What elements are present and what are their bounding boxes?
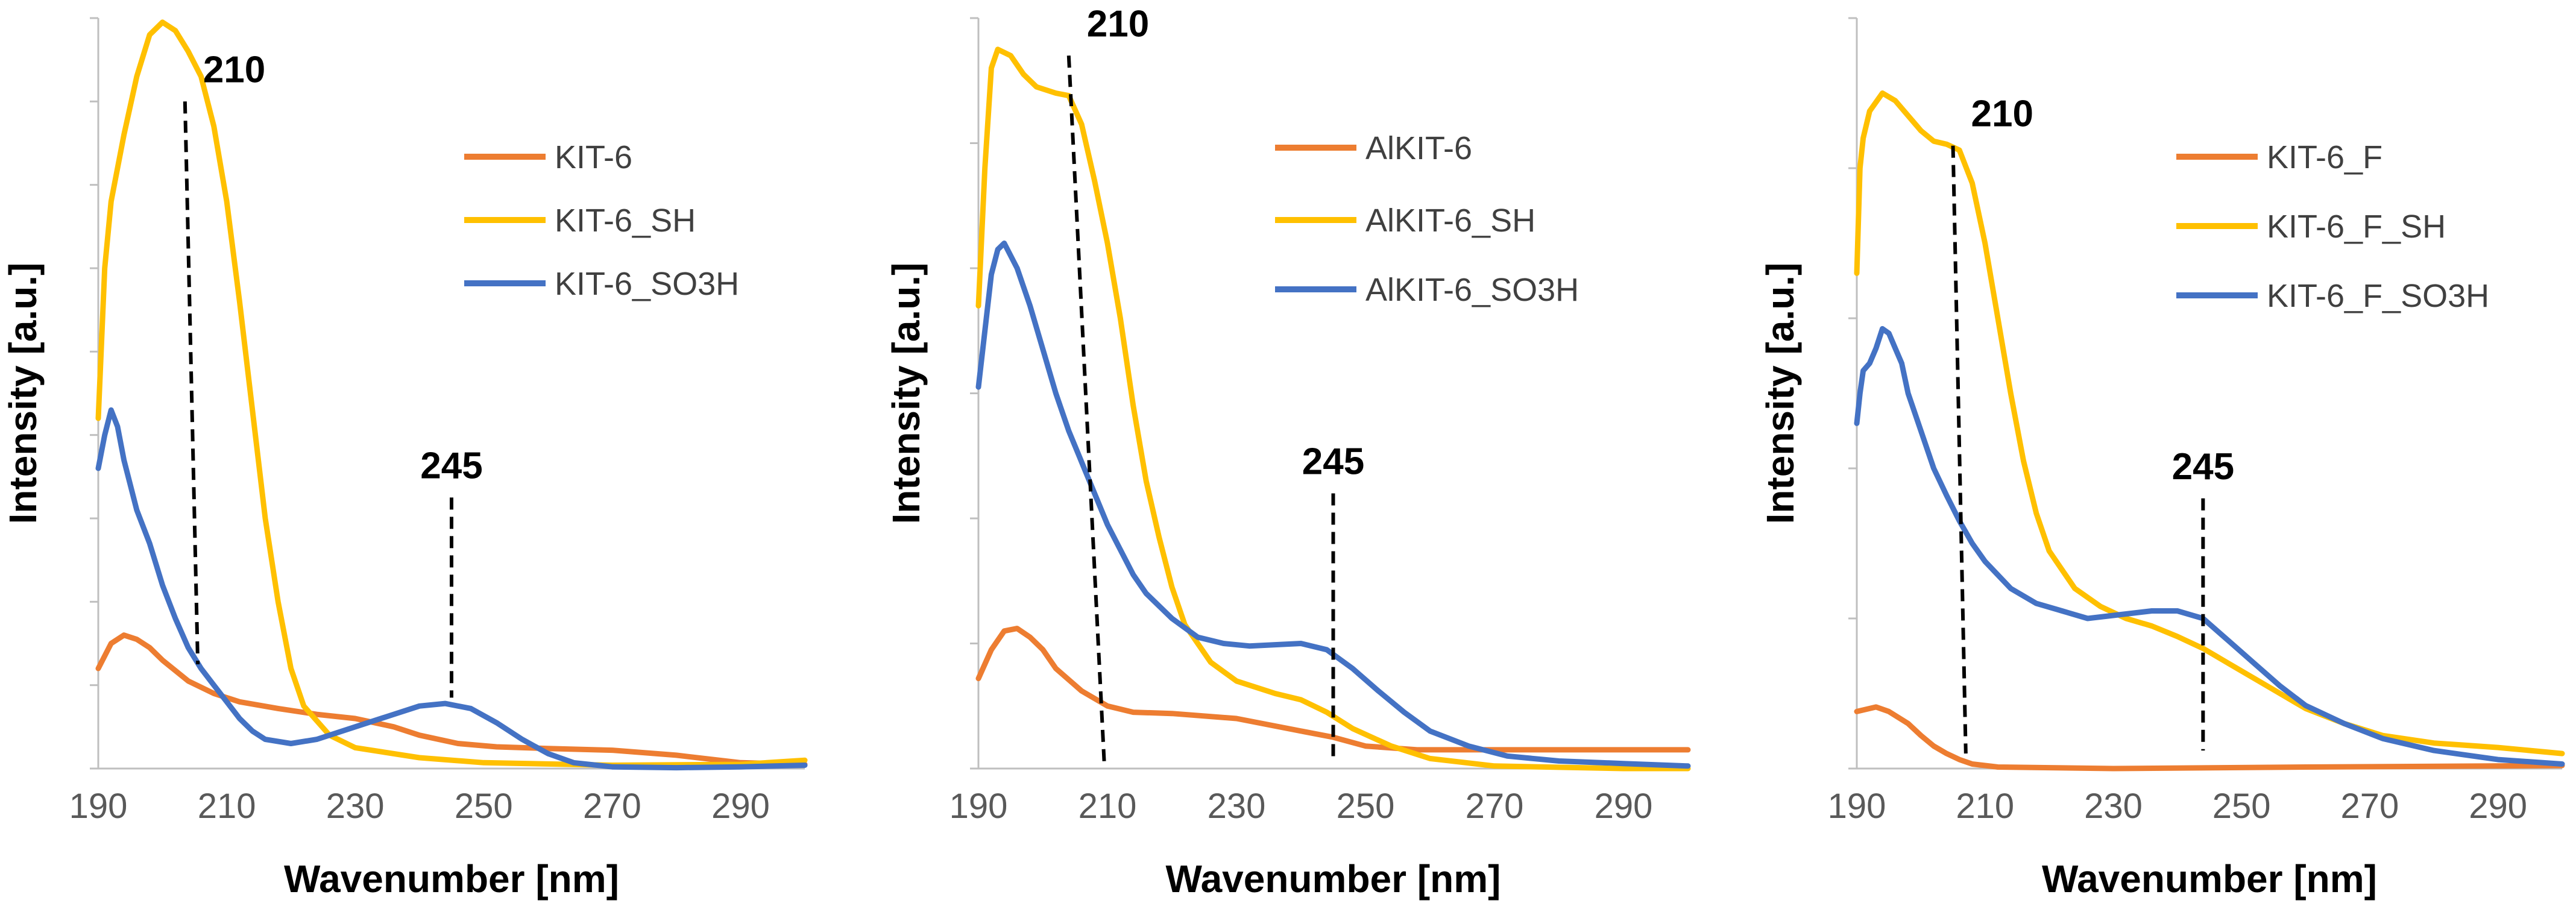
legend-label: AlKIT-6 — [1365, 130, 1472, 166]
annotation-label: 210 — [1087, 3, 1149, 45]
x-tick-label: 230 — [326, 787, 385, 826]
legend-label: KIT-6_F — [2267, 139, 2382, 175]
annotation-dashed-line — [183, 101, 200, 665]
y-axis-title: Intensity [a.u.] — [1, 263, 45, 524]
legend-label: KIT-6_F_SH — [2267, 209, 2446, 245]
legend-label: KIT-6_SH — [555, 203, 696, 239]
x-tick-label: 230 — [1208, 787, 1266, 826]
annotation-label: 210 — [1971, 93, 2033, 135]
x-tick-label: 290 — [2469, 787, 2527, 826]
series-line-kit-6-so3h — [95, 407, 808, 771]
series-line-alkit-6-sh — [975, 46, 1691, 772]
x-tick-label: 290 — [711, 787, 770, 826]
annotation-label: 245 — [1302, 441, 1364, 483]
x-tick-label: 270 — [583, 787, 641, 826]
series-line-alkit-6 — [975, 626, 1691, 753]
x-tick-label: 190 — [1828, 787, 1886, 826]
x-axis-title: Wavenumber [nm] — [2042, 857, 2377, 901]
series-line-kit-6-f-so3h — [1854, 325, 2565, 767]
x-tick-label: 250 — [1337, 787, 1395, 826]
x-tick-label: 190 — [69, 787, 128, 826]
x-tick-label: 270 — [1466, 787, 1524, 826]
annotation-label: 245 — [420, 445, 482, 486]
x-axis-title: Wavenumber [nm] — [284, 857, 619, 901]
x-tick-label: 290 — [1595, 787, 1653, 826]
chart-panel-3: 190 210 230 250 270 290 Wavenumber [nm] Intensi… — [1759, 17, 2565, 901]
legend-label: KIT-6_SO3H — [555, 266, 739, 302]
legend-label: KIT-6 — [555, 139, 632, 175]
legend-label: KIT-6_F_SO3H — [2267, 278, 2489, 314]
annotation-dashed-line — [1951, 145, 1968, 754]
x-tick-label: 250 — [455, 787, 513, 826]
series-line-kit-6-f — [1854, 704, 2565, 772]
series-line-kit-6-f-sh — [1854, 90, 2565, 756]
y-axis-title: Intensity [a.u.] — [1759, 263, 1802, 524]
chart-panel-2: 190 210 230 250 270 290 Wavenumber [nm] Intensi… — [884, 3, 1691, 901]
x-tick-label: 210 — [198, 787, 256, 826]
annotation-dashed-line — [1066, 55, 1106, 763]
chart-panel-1: 190 210 230 250 270 290 Wavenumber [nm] Intensi… — [1, 17, 808, 901]
annotation-label: 210 — [203, 49, 265, 90]
series-line-kit-6 — [95, 632, 808, 767]
x-tick-label: 210 — [1079, 787, 1137, 826]
x-tick-label: 210 — [1956, 787, 2014, 826]
x-tick-label: 270 — [2341, 787, 2399, 826]
y-axis-title: Intensity [a.u.] — [884, 263, 928, 524]
x-tick-label: 230 — [2084, 787, 2143, 826]
x-tick-label: 250 — [2212, 787, 2271, 826]
legend-label: AlKIT-6_SO3H — [1365, 272, 1579, 308]
x-axis-title: Wavenumber [nm] — [1166, 857, 1501, 901]
x-tick-label: 190 — [949, 787, 1008, 826]
legend-label: AlKIT-6_SH — [1365, 203, 1535, 239]
annotation-label: 245 — [2172, 446, 2234, 488]
series-line-kit-6-sh — [95, 19, 808, 768]
series-line-alkit-6-so3h — [975, 241, 1691, 769]
